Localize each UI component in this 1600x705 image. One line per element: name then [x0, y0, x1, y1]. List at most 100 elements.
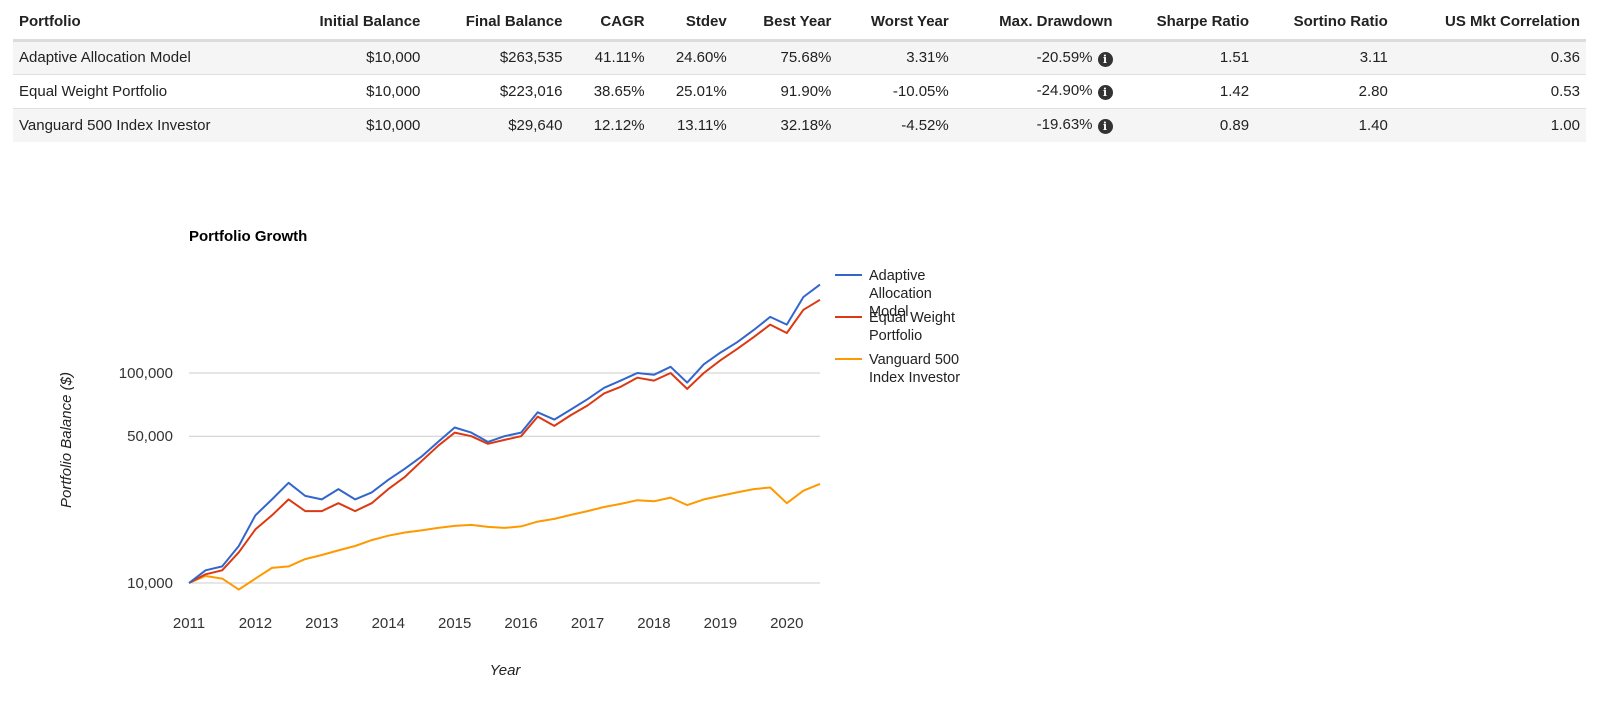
column-header: Best Year	[732, 4, 838, 42]
cell-value: 32.18%	[780, 116, 832, 134]
table-cell: 0.89	[1118, 108, 1256, 142]
table-cell: -24.90% i	[954, 74, 1119, 109]
table-cell: 3.11	[1255, 40, 1394, 75]
table-cell: -20.59% i	[954, 40, 1119, 75]
table-cell: 1.51	[1118, 40, 1256, 75]
legend-label: Adaptive Allocation Model	[869, 268, 932, 320]
cell-value: 1.42	[1219, 82, 1250, 100]
column-header: Worst Year	[837, 4, 955, 42]
portfolio-growth-chart: Portfolio Growth 10,000 50,000 100,000 201…	[58, 228, 960, 679]
column-header: CAGR	[568, 4, 651, 42]
series-line	[188, 283, 821, 584]
table-cell: 2.80	[1255, 74, 1394, 109]
cell-value: Equal Weight Portfolio	[19, 82, 168, 100]
table-cell: 3.31%	[837, 40, 955, 75]
cell-value: 1.51	[1219, 49, 1250, 66]
table-cell: 75.68%	[732, 40, 838, 75]
x-axis-label: Year	[490, 662, 522, 679]
table-cell: 1.00	[1393, 108, 1586, 142]
cell-value: 1.40	[1358, 116, 1388, 134]
table-cell: 13.11%	[650, 108, 733, 142]
x-tick-label: 2011	[173, 615, 205, 632]
y-tick-label: 100,000	[119, 365, 173, 382]
cell-value: -20.59%	[1036, 48, 1093, 66]
table-cell: 25.01%	[650, 74, 733, 109]
table-cell: -10.05%	[837, 74, 955, 109]
table-cell: 1.40	[1255, 108, 1394, 142]
x-tick-label: 2016	[504, 615, 537, 632]
table-cell: $29,640	[426, 108, 569, 142]
table-cell: Equal Weight Portfolio	[13, 74, 279, 109]
table-cell: 41.11%	[568, 40, 651, 75]
series-line	[188, 482, 821, 591]
info-circle-icon[interactable]: i	[1097, 119, 1113, 135]
series-line	[188, 298, 821, 584]
x-tick-label: 2012	[239, 615, 272, 632]
cell-value: 38.65%	[593, 82, 645, 100]
grid-lines	[189, 372, 820, 584]
table-cell: 32.18%	[732, 108, 838, 142]
table-cell: 0.36	[1393, 40, 1586, 75]
x-tick-label: 2014	[372, 615, 405, 632]
y-axis-ticks: 10,000 50,000 100,000	[119, 365, 173, 592]
cell-value: Adaptive Allocation Model	[19, 49, 191, 66]
x-axis-ticks: 2011 2012 2013 2014 2015 2016 2017 2018 2019 2020	[173, 615, 804, 632]
table-body: Adaptive Allocation Model $10,000 $263,535…	[13, 40, 1586, 142]
cell-value: -4.52%	[901, 116, 949, 134]
cell-value: -10.05%	[892, 82, 949, 100]
series-lines	[188, 283, 821, 591]
legend-label: Equal Weight Portfolio	[869, 310, 955, 344]
cell-value: 41.11%	[594, 49, 645, 66]
x-tick-label: 2018	[637, 615, 670, 632]
cell-value: 75.68%	[780, 49, 832, 66]
cell-value: 0.89	[1219, 116, 1250, 134]
table-cell: -19.63% i	[954, 108, 1119, 142]
table-cell: Adaptive Allocation Model	[13, 40, 279, 75]
cell-value: $10,000	[366, 116, 421, 134]
cell-value: 1.00	[1550, 116, 1580, 134]
x-tick-label: 2020	[770, 615, 803, 632]
cell-value: 0.53	[1550, 82, 1580, 100]
table-cell: $263,535	[426, 40, 569, 75]
x-tick-label: 2019	[704, 615, 737, 632]
table-cell: $10,000	[278, 40, 427, 75]
table-cell: $10,000	[278, 108, 427, 142]
column-header: Initial Balance	[278, 4, 427, 42]
column-header: US Mkt Correlation	[1393, 4, 1586, 42]
cell-value: 3.11	[1359, 49, 1388, 66]
info-circle-icon[interactable]: i	[1097, 51, 1113, 67]
x-tick-label: 2017	[571, 615, 604, 632]
table-cell: 38.65%	[568, 74, 651, 109]
y-tick-label: 50,000	[127, 428, 173, 445]
x-tick-label: 2015	[438, 615, 471, 632]
cell-value: 13.11%	[676, 116, 727, 134]
column-header: Max. Drawdown	[954, 4, 1119, 42]
cell-value: -24.90%	[1036, 82, 1093, 99]
cell-value: $223,016	[499, 82, 563, 100]
y-tick-label: 10,000	[127, 575, 173, 592]
cell-value: -19.63%	[1036, 116, 1093, 134]
cell-value: 2.80	[1358, 82, 1388, 100]
cell-value: $10,000	[366, 49, 421, 66]
legend-label: Vanguard 500 Index Investor	[869, 352, 960, 386]
x-tick-label: 2013	[305, 615, 338, 632]
info-circle-icon[interactable]: i	[1097, 85, 1113, 100]
column-header: Stdev	[650, 4, 733, 42]
cell-value: Vanguard 500 Index Investor	[19, 116, 211, 134]
table-cell: -4.52%	[837, 108, 955, 142]
chart-title: Portfolio Growth	[189, 228, 307, 245]
cell-value: 91.90%	[780, 82, 832, 100]
cell-value: 3.31%	[906, 49, 949, 66]
column-header: Sharpe Ratio	[1118, 4, 1256, 42]
table-header-row: Portfolio Initial Balance Final Balance CAG…	[13, 4, 1586, 42]
cell-value: 12.12%	[593, 116, 645, 134]
table-row: Adaptive Allocation Model $10,000 $263,535…	[13, 40, 1586, 75]
column-header: Final Balance	[426, 4, 569, 42]
table-cell: 1.42	[1118, 74, 1256, 109]
cell-value: 24.60%	[675, 49, 727, 66]
column-header: Sortino Ratio	[1255, 4, 1394, 42]
table-cell: 91.90%	[732, 74, 838, 109]
table-cell: $10,000	[278, 74, 427, 109]
cell-value: $10,000	[366, 82, 421, 100]
